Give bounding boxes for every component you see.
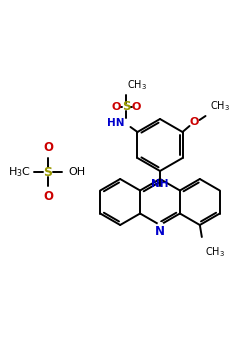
Text: N: N	[155, 225, 165, 238]
Text: O: O	[132, 102, 141, 112]
Text: S: S	[44, 166, 52, 178]
Text: O: O	[190, 117, 199, 127]
Text: NH: NH	[151, 179, 169, 189]
Text: OH: OH	[68, 167, 85, 177]
Text: HN: HN	[107, 118, 124, 128]
Text: CH$_3$: CH$_3$	[205, 245, 225, 259]
Text: CH$_3$: CH$_3$	[210, 99, 230, 113]
Text: O: O	[112, 102, 121, 112]
Text: CH$_3$: CH$_3$	[128, 78, 148, 92]
Text: S: S	[122, 100, 131, 113]
Text: O: O	[43, 141, 53, 154]
Text: H$_3$C: H$_3$C	[8, 165, 31, 179]
Text: O: O	[43, 190, 53, 203]
